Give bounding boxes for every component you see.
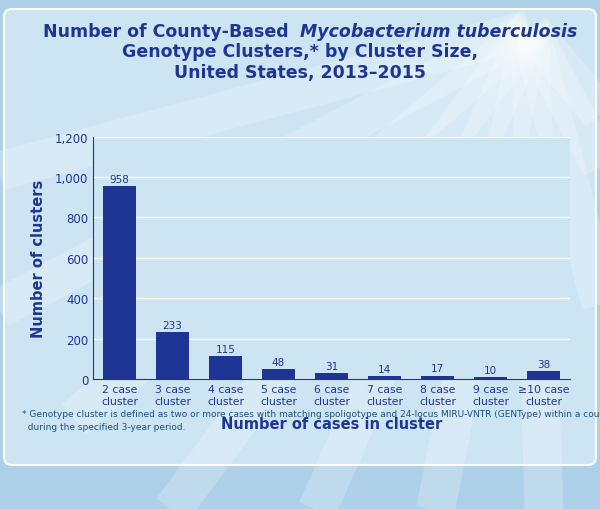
Text: 17: 17 — [431, 364, 444, 374]
Text: United States, 2013–2015: United States, 2013–2015 — [174, 64, 426, 82]
Bar — [368, 376, 401, 379]
Text: 31: 31 — [325, 361, 338, 371]
Text: 115: 115 — [215, 344, 235, 354]
Text: 48: 48 — [272, 357, 285, 367]
Bar — [156, 332, 189, 379]
Text: 233: 233 — [163, 320, 182, 330]
Bar — [421, 376, 454, 379]
Bar — [527, 372, 560, 379]
Bar — [474, 377, 507, 379]
Text: 10: 10 — [484, 365, 497, 375]
Text: 958: 958 — [110, 174, 130, 184]
Text: * Genotype cluster is defined as two or more cases with matching spoligotype and: * Genotype cluster is defined as two or … — [22, 410, 600, 419]
Text: Number of County-Based: Number of County-Based — [43, 23, 295, 41]
Text: during the specified 3-year period.: during the specified 3-year period. — [22, 422, 185, 432]
FancyBboxPatch shape — [4, 10, 596, 465]
Bar — [315, 373, 348, 379]
Bar — [103, 186, 136, 379]
Text: Genotype Clusters,* by Cluster Size,: Genotype Clusters,* by Cluster Size, — [122, 43, 478, 61]
Y-axis label: Number of clusters: Number of clusters — [31, 179, 46, 337]
Text: Mycobacterium tuberculosis: Mycobacterium tuberculosis — [300, 23, 577, 41]
Bar — [209, 356, 242, 379]
Text: 14: 14 — [378, 364, 391, 375]
X-axis label: Number of cases in cluster: Number of cases in cluster — [221, 416, 442, 431]
Text: 38: 38 — [537, 359, 550, 370]
Bar — [262, 370, 295, 379]
